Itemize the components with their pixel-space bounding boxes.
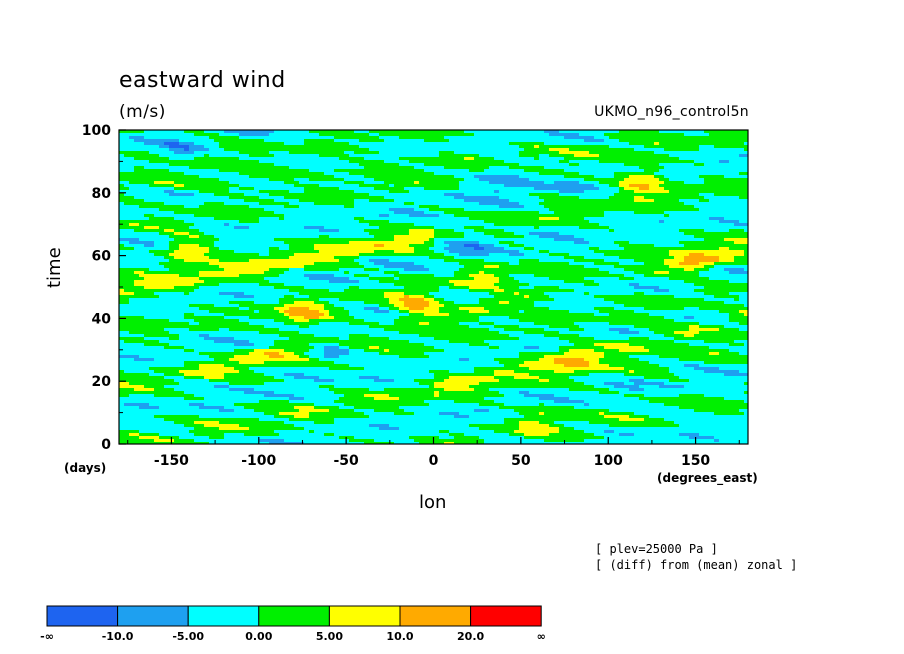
x-tick-label: -50 (333, 453, 359, 469)
y-tick-label: 0 (101, 437, 111, 453)
y-axis: 0 20 40 60 80 100 (82, 123, 126, 453)
y-tick-label: 60 (92, 249, 112, 265)
colorbar-label: -5.00 (172, 630, 204, 643)
colorbar-swatch (117, 605, 189, 627)
x-axis-unit: (degrees_east) (657, 471, 758, 485)
colorbar-swatch (328, 605, 401, 627)
colorbar-swatch (470, 605, 542, 627)
note-plev: [ plev=25000 Pa ] (595, 542, 718, 556)
chart-title: eastward wind (119, 68, 286, 93)
y-axis-label: time (44, 247, 65, 288)
colorbar-label: 5.00 (316, 630, 343, 643)
x-tick-label: -150 (154, 453, 189, 469)
x-axis: -150 -100 -50 0 50 100 150 (127, 437, 740, 469)
colorbar: -∞ -10.0 -5.00 0.00 5.00 10.0 20.0 ∞ (40, 605, 546, 643)
colorbar-label: -∞ (40, 630, 54, 643)
x-axis-label: lon (419, 492, 447, 513)
colorbar-label: 0.00 (245, 630, 272, 643)
chart-units: (m/s) (119, 102, 166, 122)
colorbar-swatch (46, 605, 119, 627)
x-tick-label: -100 (241, 453, 276, 469)
x-tick-label: 150 (681, 453, 710, 469)
x-tick-label: 100 (594, 453, 623, 469)
colorbar-swatch (187, 605, 260, 627)
x-tick-label: 0 (429, 453, 439, 469)
x-tick-label: 50 (511, 453, 531, 469)
colorbar-label: 10.0 (386, 630, 413, 643)
y-tick-label: 100 (82, 123, 111, 139)
heatmap-field (119, 130, 748, 444)
colorbar-label: ∞ (537, 630, 546, 643)
note-diff: [ (diff) from (mean) zonal ] (595, 558, 798, 572)
chart-source: UKMO_n96_control5n (594, 104, 749, 120)
y-tick-label: 80 (92, 186, 112, 202)
colorbar-label: 20.0 (457, 630, 484, 643)
y-tick-label: 20 (92, 374, 112, 390)
colorbar-label: -10.0 (102, 630, 134, 643)
y-axis-unit: (days) (64, 461, 107, 475)
colorbar-swatch (258, 605, 330, 627)
colorbar-swatch (399, 605, 472, 627)
y-tick-label: 40 (92, 311, 112, 327)
